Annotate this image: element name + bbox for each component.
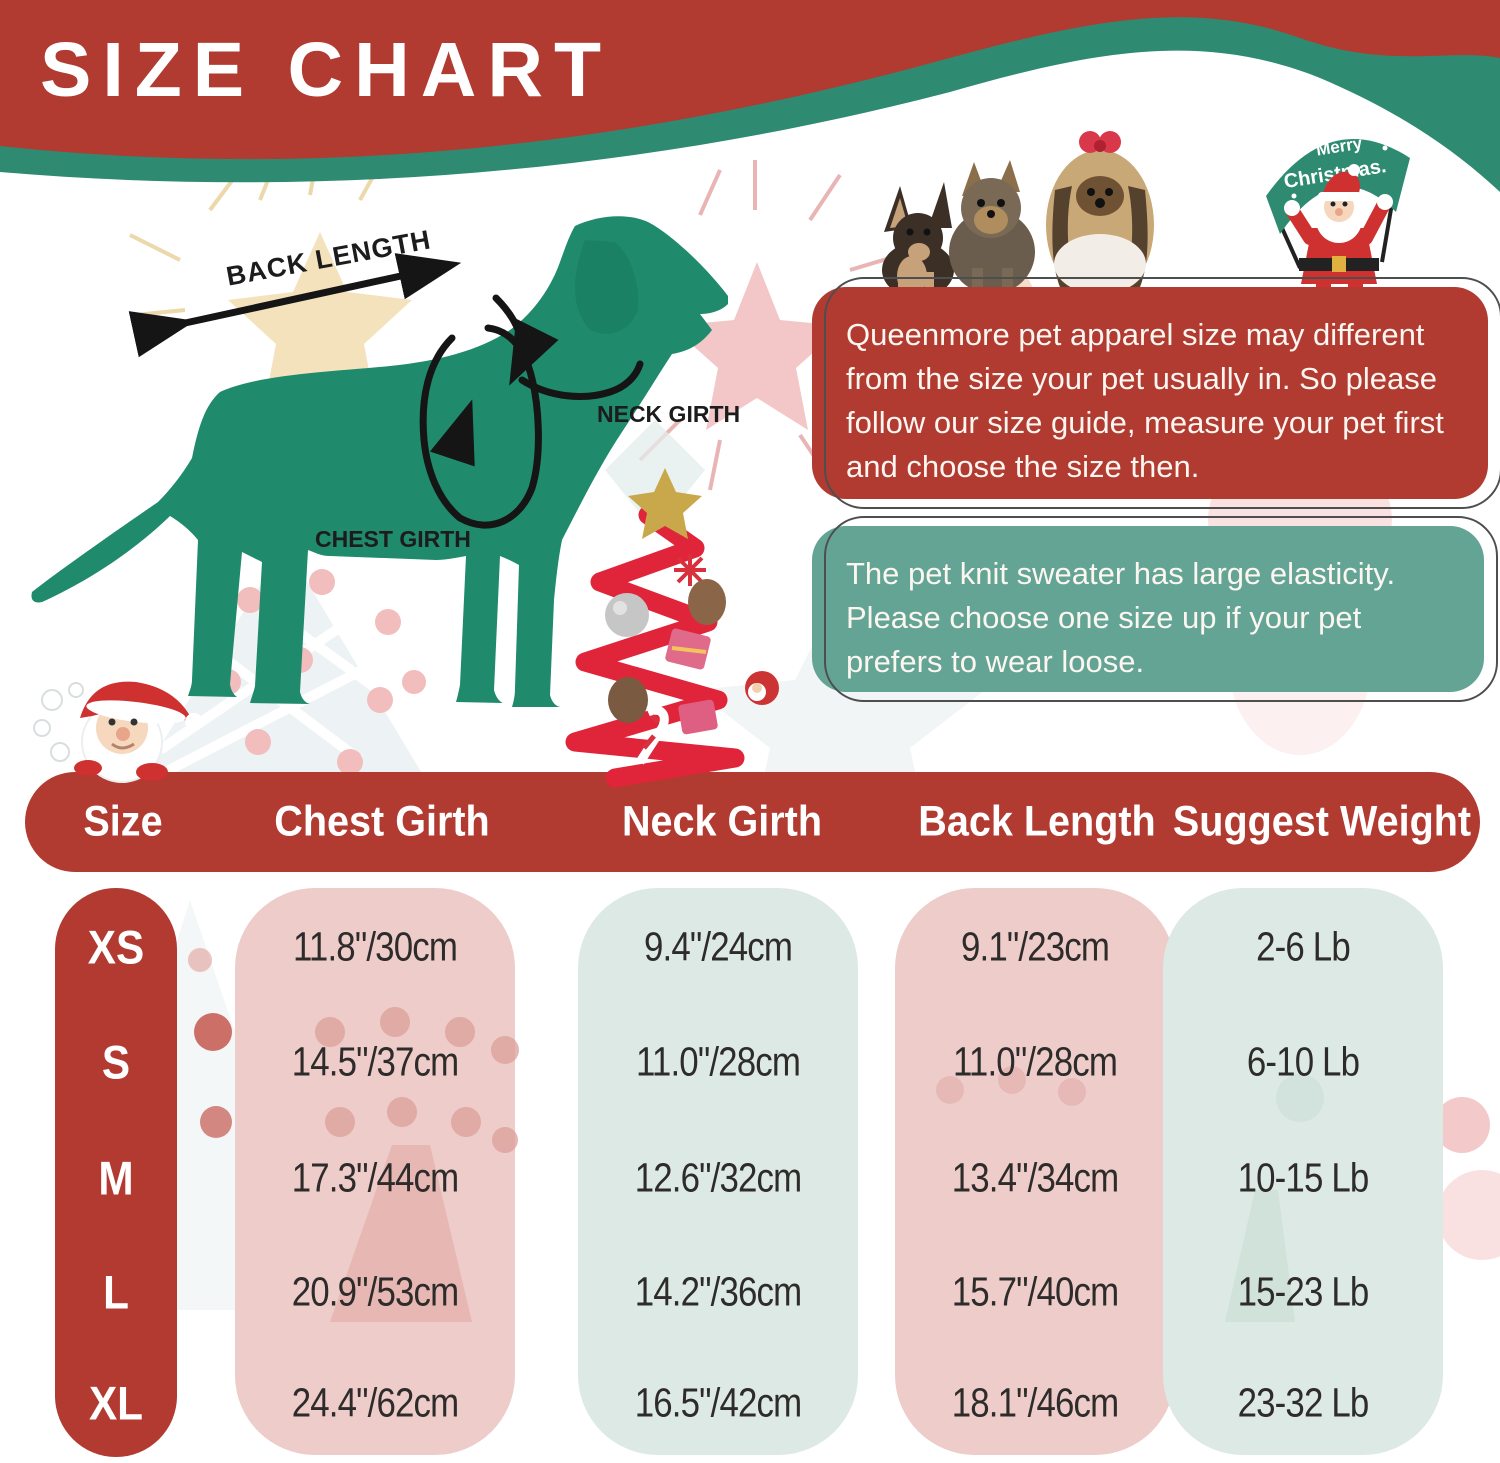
row-l-chest: 20.9"/53cm [291,1268,459,1315]
red-snowflake [674,554,706,586]
gift-ornament-1 [665,628,711,670]
santa-belt [1299,258,1379,271]
silver-ball-ornament [605,593,649,637]
candy-cane [636,705,669,765]
shih-tzu [1046,131,1154,300]
row-l-neck: 14.2"/36cm [634,1268,802,1315]
chest-girth-label: CHEST GIRTH [315,526,471,552]
column-header-suggest-weight: Suggest Weight [1172,797,1472,846]
gift-ornament-2 [678,699,718,735]
back-length-column-stripe [895,888,1175,1455]
row-xs-size: XS [87,920,145,974]
dog-ear [574,240,639,334]
row-m-neck: 12.6"/32cm [634,1154,802,1201]
note-elasticity-advice-text: The pet knit sweater has large elasticit… [846,556,1396,680]
candy-cane-stripes [642,714,660,750]
column-header-size: Size [83,797,163,846]
pink-dot-right-2 [1437,1170,1500,1260]
row-xl-chest: 24.4"/62cm [291,1379,459,1426]
row-xs-weight: 2-6 Lb [1256,923,1351,970]
red-dot-gap-1 [194,1013,232,1051]
row-s-neck: 11.0"/28cm [635,1038,801,1085]
dog-silhouette [31,216,728,707]
chest-girth-loop [419,324,542,529]
row-m-chest: 17.3"/44cm [291,1154,459,1201]
back-length-label: BACK LENGTH [223,224,434,292]
gift-ribbon-1 [671,646,707,654]
red-dot-gap-3 [188,948,212,972]
row-m-size: M [98,1151,134,1205]
yorkie [949,160,1035,294]
row-m-weight: 10-15 Lb [1237,1154,1370,1201]
santa-arm-right [1359,197,1391,245]
peeking-santa [33,681,203,783]
row-s-size: S [101,1035,131,1089]
row-xs-neck: 9.4"/24cm [643,923,793,970]
row-xl-weight: 23-32 Lb [1237,1379,1370,1426]
page-title: SIZE CHART [40,27,612,113]
row-xl-back: 18.1"/46cm [951,1379,1119,1426]
banner-sticks [1280,167,1400,269]
pinecone-ornament-1 [688,579,726,625]
santa-hat [1322,171,1360,196]
santa-body [1301,228,1377,284]
peeking-santa-hat [80,681,193,722]
row-s-back: 11.0"/28cm [952,1038,1118,1085]
row-xs-chest: 11.8"/30cm [292,923,458,970]
column-header-neck-girth: Neck Girth [621,797,823,846]
neck-girth-label: NECK GIRTH [597,401,741,427]
banner-text-merry: Merry [1315,133,1364,159]
row-xs-back: 9.1"/23cm [960,923,1110,970]
row-l-size: L [103,1265,129,1319]
neck-girth-arrow-top [492,294,559,386]
ribbon-christmas-tree [565,468,779,788]
red-ribbon [565,505,745,788]
santa-buckle [1332,256,1346,272]
peeking-santa-beard [81,701,163,783]
row-s-weight: 6-10 Lb [1246,1038,1360,1085]
santa-arm-left [1285,203,1317,245]
santa-ornament [745,671,779,705]
note-sizing-advice-text: Queenmore pet apparel size may different… [846,317,1444,485]
three-dogs-photo [882,131,1154,300]
pinecone-ornament-2 [608,677,648,723]
note-elasticity-advice: The pet knit sweater has large elasticit… [812,516,1498,702]
banner-text-christmas: Christmas. [1282,155,1388,193]
row-s-chest: 14.5"/37cm [291,1038,459,1085]
note-sizing-advice: Queenmore pet apparel size may different… [812,277,1500,509]
column-header-chest-girth: Chest Girth [274,797,490,846]
santa-face [1324,192,1354,222]
red-dot-gap-2 [200,1106,232,1138]
faint-tree-left [130,545,435,795]
santa-beard [1316,197,1362,243]
column-header-back-length: Back Length [918,797,1156,846]
chest-girth-arrow [429,399,475,467]
gold-star-topper [628,468,702,539]
row-m-back: 13.4"/34cm [951,1154,1119,1201]
merry-christmas-banner [1266,138,1410,234]
row-l-back: 15.7"/40cm [951,1268,1119,1315]
neck-girth-arrow-bottom [518,360,644,400]
measurement-arrows [128,253,644,529]
row-l-weight: 15-23 Lb [1237,1268,1370,1315]
peeking-santa-face [96,702,148,754]
silver-ball-highlight [613,601,627,615]
neck-girth-column-stripe [578,888,858,1455]
row-xl-size: XL [88,1376,144,1430]
row-xl-neck: 16.5"/42cm [634,1379,802,1426]
